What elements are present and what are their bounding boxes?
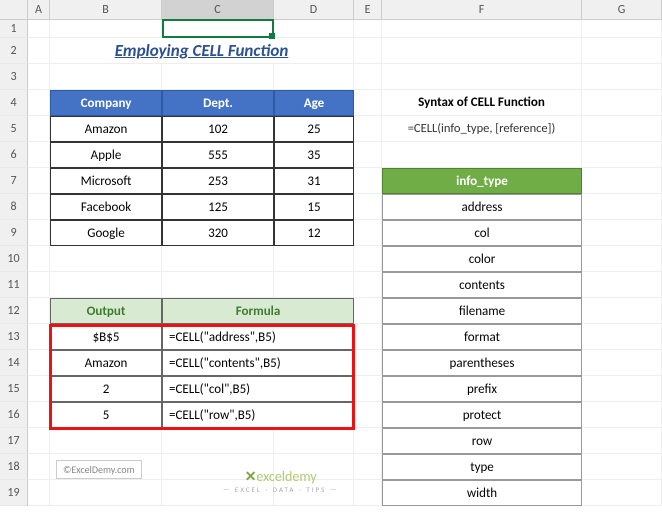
column-headers: A B C D E F G — [0, 0, 662, 20]
row-header-13[interactable]: 13 — [0, 324, 28, 350]
formula-value: =CELL("col",B5) — [162, 376, 354, 402]
row-headers: 1 2 3 4 5 6 7 8 9 10 11 12 13 14 15 16 1… — [0, 20, 28, 506]
row-header-3[interactable]: 3 — [0, 64, 28, 90]
output-value: $B$5 — [50, 324, 162, 350]
table-row: Google — [50, 220, 162, 246]
spreadsheet: A B C D E F G 1 2 3 4 5 6 7 8 9 10 11 12… — [0, 0, 662, 522]
table-row: 35 — [274, 142, 354, 168]
info-header: info_type — [382, 168, 582, 194]
row-header-17[interactable]: 17 — [0, 428, 28, 454]
formula-value: =CELL("contents",B5) — [162, 350, 354, 376]
table-row: Apple — [50, 142, 162, 168]
table-row: Amazon — [50, 116, 162, 142]
row-header-8[interactable]: 8 — [0, 194, 28, 220]
syntax-text: =CELL(info_type, [reference]) — [382, 116, 582, 142]
info-item: width — [382, 480, 582, 506]
col-header-F[interactable]: F — [382, 0, 582, 19]
row-header-18[interactable]: 18 — [0, 454, 28, 480]
row-header-7[interactable]: 7 — [0, 168, 28, 194]
watermark-center: ✕exceldemy — EXCEL · DATA · TIPS — — [223, 468, 338, 494]
row-header-2[interactable]: 2 — [0, 38, 28, 64]
info-item: parentheses — [382, 350, 582, 376]
col-header-A[interactable]: A — [28, 0, 50, 19]
formula-value: =CELL("row",B5) — [162, 402, 354, 428]
info-item: contents — [382, 272, 582, 298]
info-item: row — [382, 428, 582, 454]
row-header-4[interactable]: 4 — [0, 90, 28, 116]
col-header-G[interactable]: G — [582, 0, 662, 19]
info-item: prefix — [382, 376, 582, 402]
table-row: Facebook — [50, 194, 162, 220]
page-title: Employing CELL Function — [50, 38, 354, 64]
row-header-5[interactable]: 5 — [0, 116, 28, 142]
output-value: 5 — [50, 402, 162, 428]
table1-header-dept: Dept. — [162, 90, 274, 116]
select-all-corner[interactable] — [0, 0, 28, 19]
cell-grid[interactable]: Employing CELL Function Company Dept. Ag… — [28, 20, 662, 506]
syntax-title: Syntax of CELL Function — [382, 90, 582, 116]
table-row: Microsoft — [50, 168, 162, 194]
col-header-E[interactable]: E — [354, 0, 382, 19]
table-row: 12 — [274, 220, 354, 246]
row-header-9[interactable]: 9 — [0, 220, 28, 246]
info-item: color — [382, 246, 582, 272]
col-header-D[interactable]: D — [274, 0, 354, 19]
table2-header-formula: Formula — [162, 298, 354, 324]
table-row: 125 — [162, 194, 274, 220]
info-item: protect — [382, 402, 582, 428]
output-value: 2 — [50, 376, 162, 402]
formula-value: =CELL("address",B5) — [162, 324, 354, 350]
info-item: col — [382, 220, 582, 246]
row-header-6[interactable]: 6 — [0, 142, 28, 168]
col-header-B[interactable]: B — [50, 0, 162, 19]
table1-header-company: Company — [50, 90, 162, 116]
info-item: address — [382, 194, 582, 220]
table2-header-output: Output — [50, 298, 162, 324]
info-item: format — [382, 324, 582, 350]
table-row: 253 — [162, 168, 274, 194]
table-row: 320 — [162, 220, 274, 246]
table-row: 102 — [162, 116, 274, 142]
info-item: filename — [382, 298, 582, 324]
table-row: 15 — [274, 194, 354, 220]
row-header-11[interactable]: 11 — [0, 272, 28, 298]
watermark-corner: ©ExcelDemy.com — [56, 460, 142, 479]
row-header-15[interactable]: 15 — [0, 376, 28, 402]
table-row: 31 — [274, 168, 354, 194]
row-header-1[interactable]: 1 — [0, 20, 28, 38]
row-header-16[interactable]: 16 — [0, 402, 28, 428]
col-header-C[interactable]: C — [162, 0, 274, 19]
row-header-14[interactable]: 14 — [0, 350, 28, 376]
table-row: 555 — [162, 142, 274, 168]
row-header-12[interactable]: 12 — [0, 298, 28, 324]
info-item: type — [382, 454, 582, 480]
row-header-10[interactable]: 10 — [0, 246, 28, 272]
table1-header-age: Age — [274, 90, 354, 116]
output-value: Amazon — [50, 350, 162, 376]
row-header-19[interactable]: 19 — [0, 480, 28, 506]
table-row: 25 — [274, 116, 354, 142]
